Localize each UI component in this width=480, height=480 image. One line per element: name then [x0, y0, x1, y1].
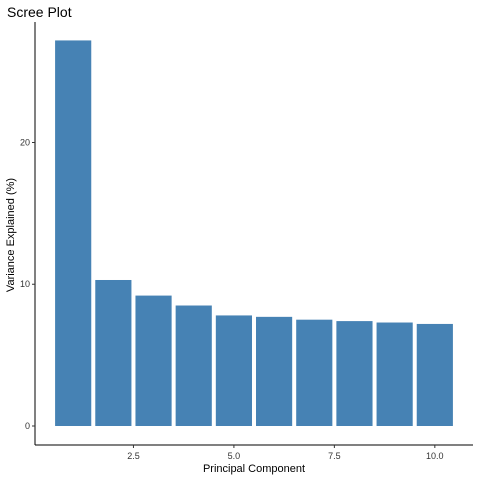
bar-pc-9	[376, 322, 413, 426]
y-axis-title: Variance Explained (%)	[5, 178, 17, 292]
x-axis-ticks: 2.5 5.0 7.5 10.0	[127, 445, 444, 461]
x-tick-label: 2.5	[127, 451, 140, 461]
x-tick-label: 5.0	[228, 451, 241, 461]
y-tick-label: 0	[25, 421, 30, 431]
x-tick-label: 7.5	[328, 451, 341, 461]
bar-pc-8	[336, 321, 373, 426]
chart-title: Scree Plot	[7, 4, 72, 20]
y-axis-ticks: 0 10 20	[20, 137, 35, 431]
bar-pc-3	[135, 295, 172, 426]
bar-pc-7	[296, 319, 333, 426]
y-tick-label: 20	[20, 137, 30, 147]
y-tick-label: 10	[20, 279, 30, 289]
bars-group	[55, 40, 453, 426]
x-axis-title: Principal Component	[203, 463, 305, 475]
x-tick-label: 10.0	[426, 451, 444, 461]
bar-pc-10	[416, 323, 453, 426]
bar-pc-4	[175, 305, 212, 426]
bar-pc-2	[95, 279, 132, 426]
bar-pc-1	[55, 40, 92, 426]
bar-pc-6	[256, 316, 293, 426]
bar-pc-5	[215, 315, 252, 426]
